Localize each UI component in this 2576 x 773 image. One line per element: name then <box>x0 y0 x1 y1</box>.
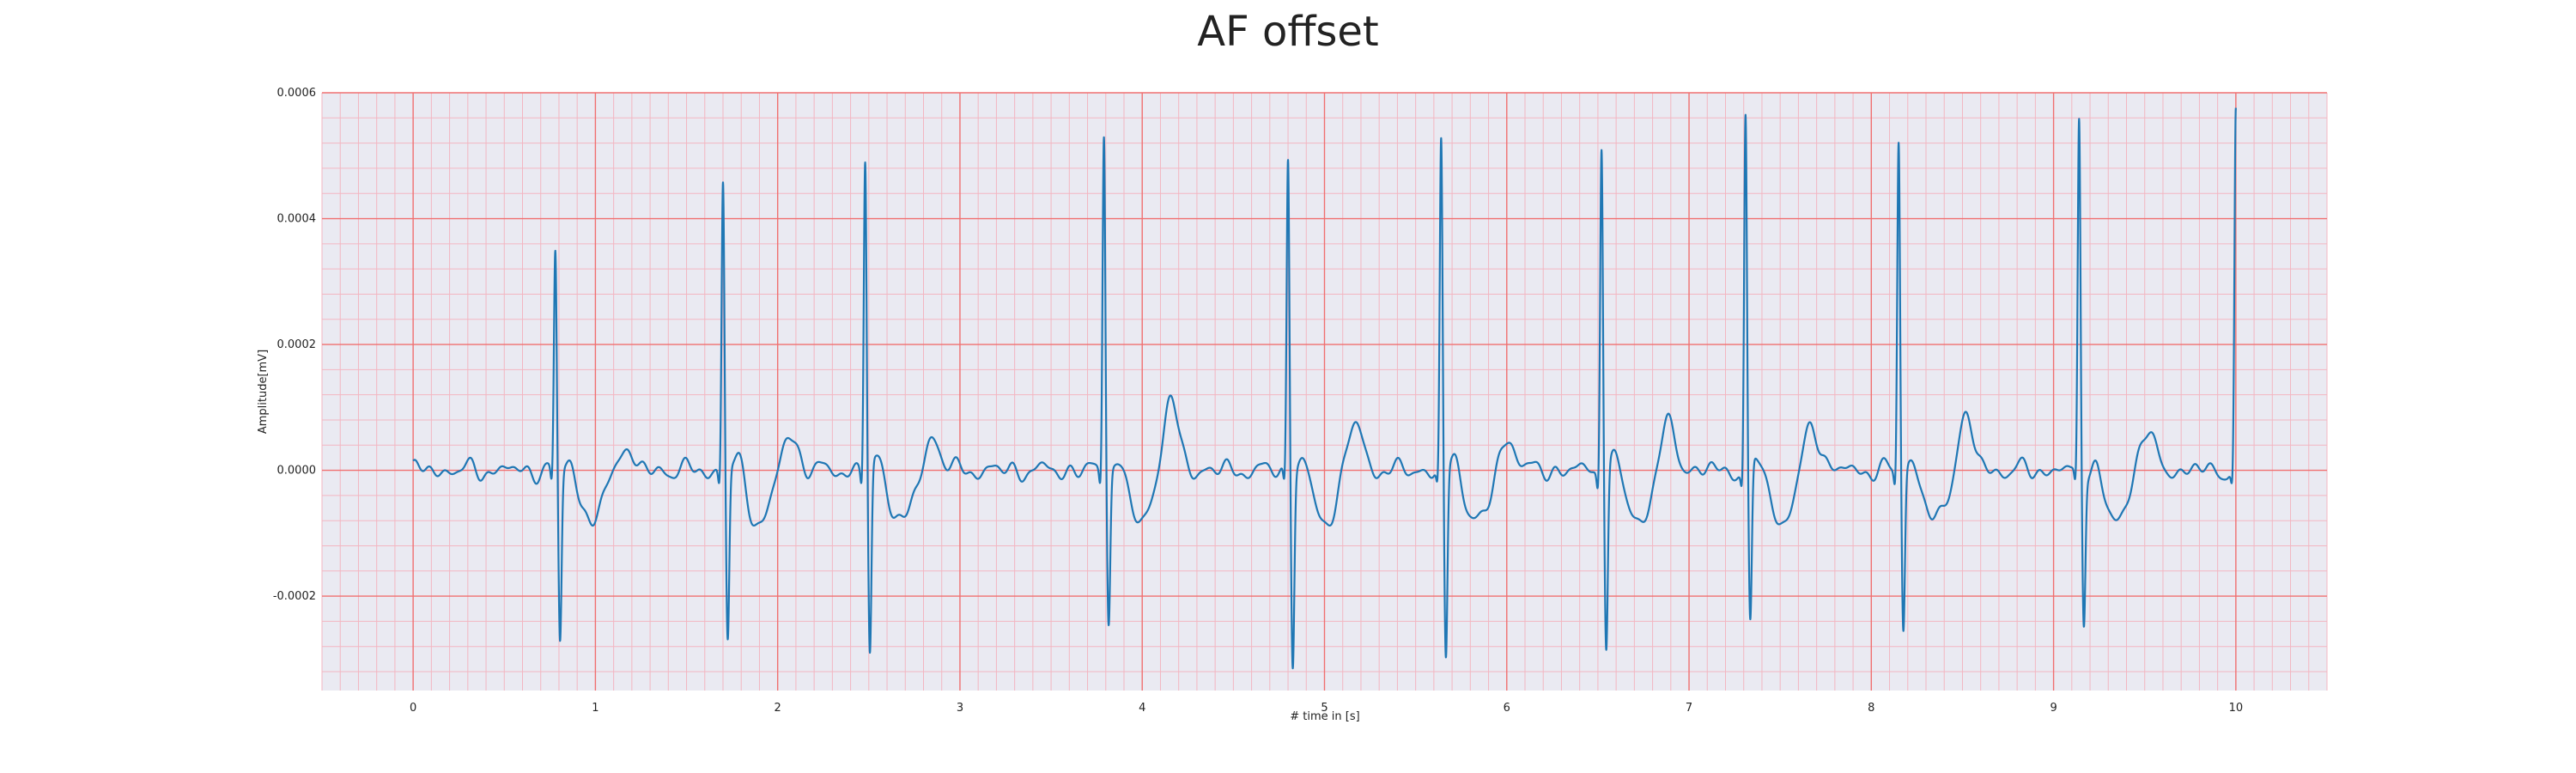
x-tick-label: 1 <box>592 702 598 715</box>
x-axis-ticks: 0 1 2 3 4 5 6 7 8 9 10 <box>410 702 2243 715</box>
series-line <box>412 107 2237 670</box>
x-tick-label: 8 <box>1868 702 1874 715</box>
y-tick-label: -0.0002 <box>273 590 316 603</box>
chart-title: AF offset <box>1197 8 1379 56</box>
y-tick-label: 0.0004 <box>277 213 317 226</box>
y-tick-label: 0.0006 <box>277 87 317 100</box>
y-tick-label: 0.0002 <box>277 338 317 351</box>
y-axis-label: Amplitude[mV] <box>257 350 270 434</box>
x-axis-label: # time in [s] <box>1290 710 1359 723</box>
x-tick-label: 10 <box>2229 702 2244 715</box>
major-grid <box>322 92 2327 691</box>
y-tick-label: 0.0000 <box>277 465 317 478</box>
y-axis-ticks: -0.0002 0.0000 0.0002 0.0004 0.0006 <box>273 87 316 603</box>
x-tick-label: 0 <box>410 702 416 715</box>
x-tick-label: 3 <box>957 702 963 715</box>
x-tick-label: 5 <box>1321 702 1327 715</box>
x-tick-label: 9 <box>2050 702 2057 715</box>
x-tick-label: 2 <box>775 702 781 715</box>
x-tick-label: 7 <box>1686 702 1692 715</box>
x-tick-label: 4 <box>1139 702 1145 715</box>
x-tick-label: 6 <box>1504 702 1510 715</box>
